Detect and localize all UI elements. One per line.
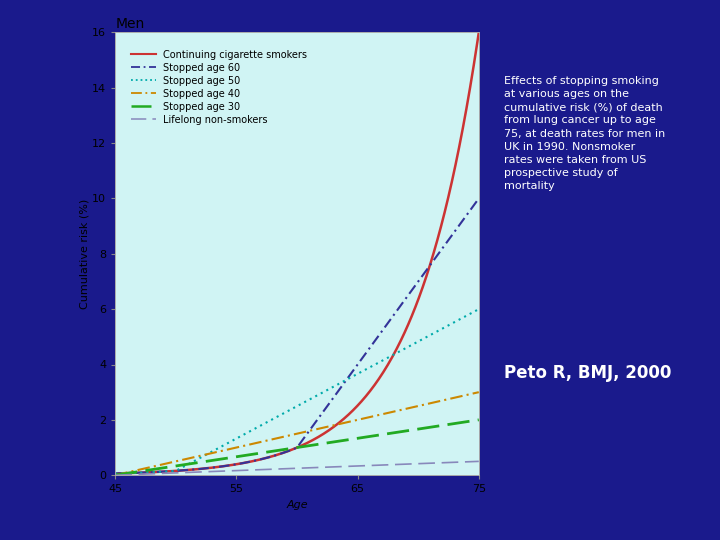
X-axis label: Age: Age: [286, 500, 308, 510]
Text: Peto R, BMJ, 2000: Peto R, BMJ, 2000: [505, 364, 672, 382]
Y-axis label: Cumulative risk (%): Cumulative risk (%): [79, 199, 89, 309]
Text: Men: Men: [115, 17, 145, 31]
Text: Effects of stopping smoking
at various ages on the
cumulative risk (%) of death
: Effects of stopping smoking at various a…: [505, 76, 665, 191]
Legend: Continuing cigarette smokers, Stopped age 60, Stopped age 50, Stopped age 40, St: Continuing cigarette smokers, Stopped ag…: [127, 46, 311, 129]
